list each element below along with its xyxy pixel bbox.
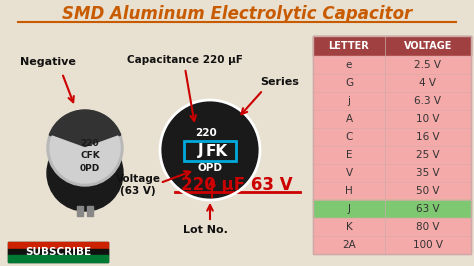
Text: LETTER: LETTER: [328, 41, 369, 51]
Bar: [313, 182, 471, 200]
Text: 50 V: 50 V: [416, 186, 440, 196]
Bar: [184, 141, 236, 161]
Text: 4 V: 4 V: [419, 78, 437, 88]
Text: 2A: 2A: [342, 240, 356, 250]
Text: 25 V: 25 V: [416, 150, 440, 160]
Text: 6.3 V: 6.3 V: [414, 96, 441, 106]
Wedge shape: [50, 136, 120, 183]
Text: OPD: OPD: [198, 163, 222, 173]
Bar: [313, 36, 471, 56]
Bar: [313, 36, 471, 254]
Text: e: e: [346, 60, 352, 70]
Text: E: E: [346, 150, 352, 160]
Circle shape: [47, 135, 123, 211]
Text: Capacitance 220 μF: Capacitance 220 μF: [127, 55, 243, 65]
Text: 35 V: 35 V: [416, 168, 440, 178]
Circle shape: [160, 100, 260, 200]
Text: J: J: [198, 143, 204, 159]
Text: 220 μF 63 V: 220 μF 63 V: [181, 176, 293, 194]
Circle shape: [47, 110, 123, 186]
Text: 220: 220: [195, 128, 217, 138]
Bar: [313, 164, 471, 182]
Bar: [8, 249, 108, 255]
Bar: [313, 92, 471, 110]
Wedge shape: [49, 110, 121, 148]
Bar: [313, 146, 471, 164]
Text: H: H: [345, 186, 353, 196]
Text: Voltage
(63 V): Voltage (63 V): [116, 174, 161, 196]
Bar: [313, 200, 471, 218]
Text: 10 V: 10 V: [416, 114, 440, 124]
Text: 63 V: 63 V: [416, 204, 440, 214]
Text: C: C: [346, 132, 353, 142]
Text: K: K: [346, 222, 352, 232]
Bar: [87, 206, 93, 216]
Text: Series: Series: [261, 77, 300, 87]
Text: Negative: Negative: [20, 57, 76, 67]
Bar: [313, 56, 471, 74]
Text: 16 V: 16 V: [416, 132, 440, 142]
Bar: [313, 128, 471, 146]
Bar: [313, 236, 471, 254]
Text: FK: FK: [206, 143, 228, 159]
Text: 100 V: 100 V: [413, 240, 443, 250]
Text: 220
CFK
0PD: 220 CFK 0PD: [80, 139, 100, 173]
Bar: [313, 110, 471, 128]
Text: Lot No.: Lot No.: [182, 225, 228, 235]
Text: G: G: [345, 78, 353, 88]
Text: 80 V: 80 V: [416, 222, 440, 232]
Text: SMD Aluminum Electrolytic Capacitor: SMD Aluminum Electrolytic Capacitor: [62, 5, 412, 23]
Text: j: j: [347, 96, 350, 106]
Text: A: A: [346, 114, 353, 124]
Text: V: V: [346, 168, 353, 178]
Bar: [8, 242, 108, 262]
Text: VOLTAGE: VOLTAGE: [404, 41, 452, 51]
Bar: [313, 218, 471, 236]
Text: J: J: [347, 204, 350, 214]
Bar: [8, 242, 108, 249]
Bar: [8, 255, 108, 262]
Bar: [313, 74, 471, 92]
Text: 2.5 V: 2.5 V: [414, 60, 441, 70]
Bar: [77, 206, 83, 216]
Text: SUBSCRIBE: SUBSCRIBE: [25, 247, 91, 257]
